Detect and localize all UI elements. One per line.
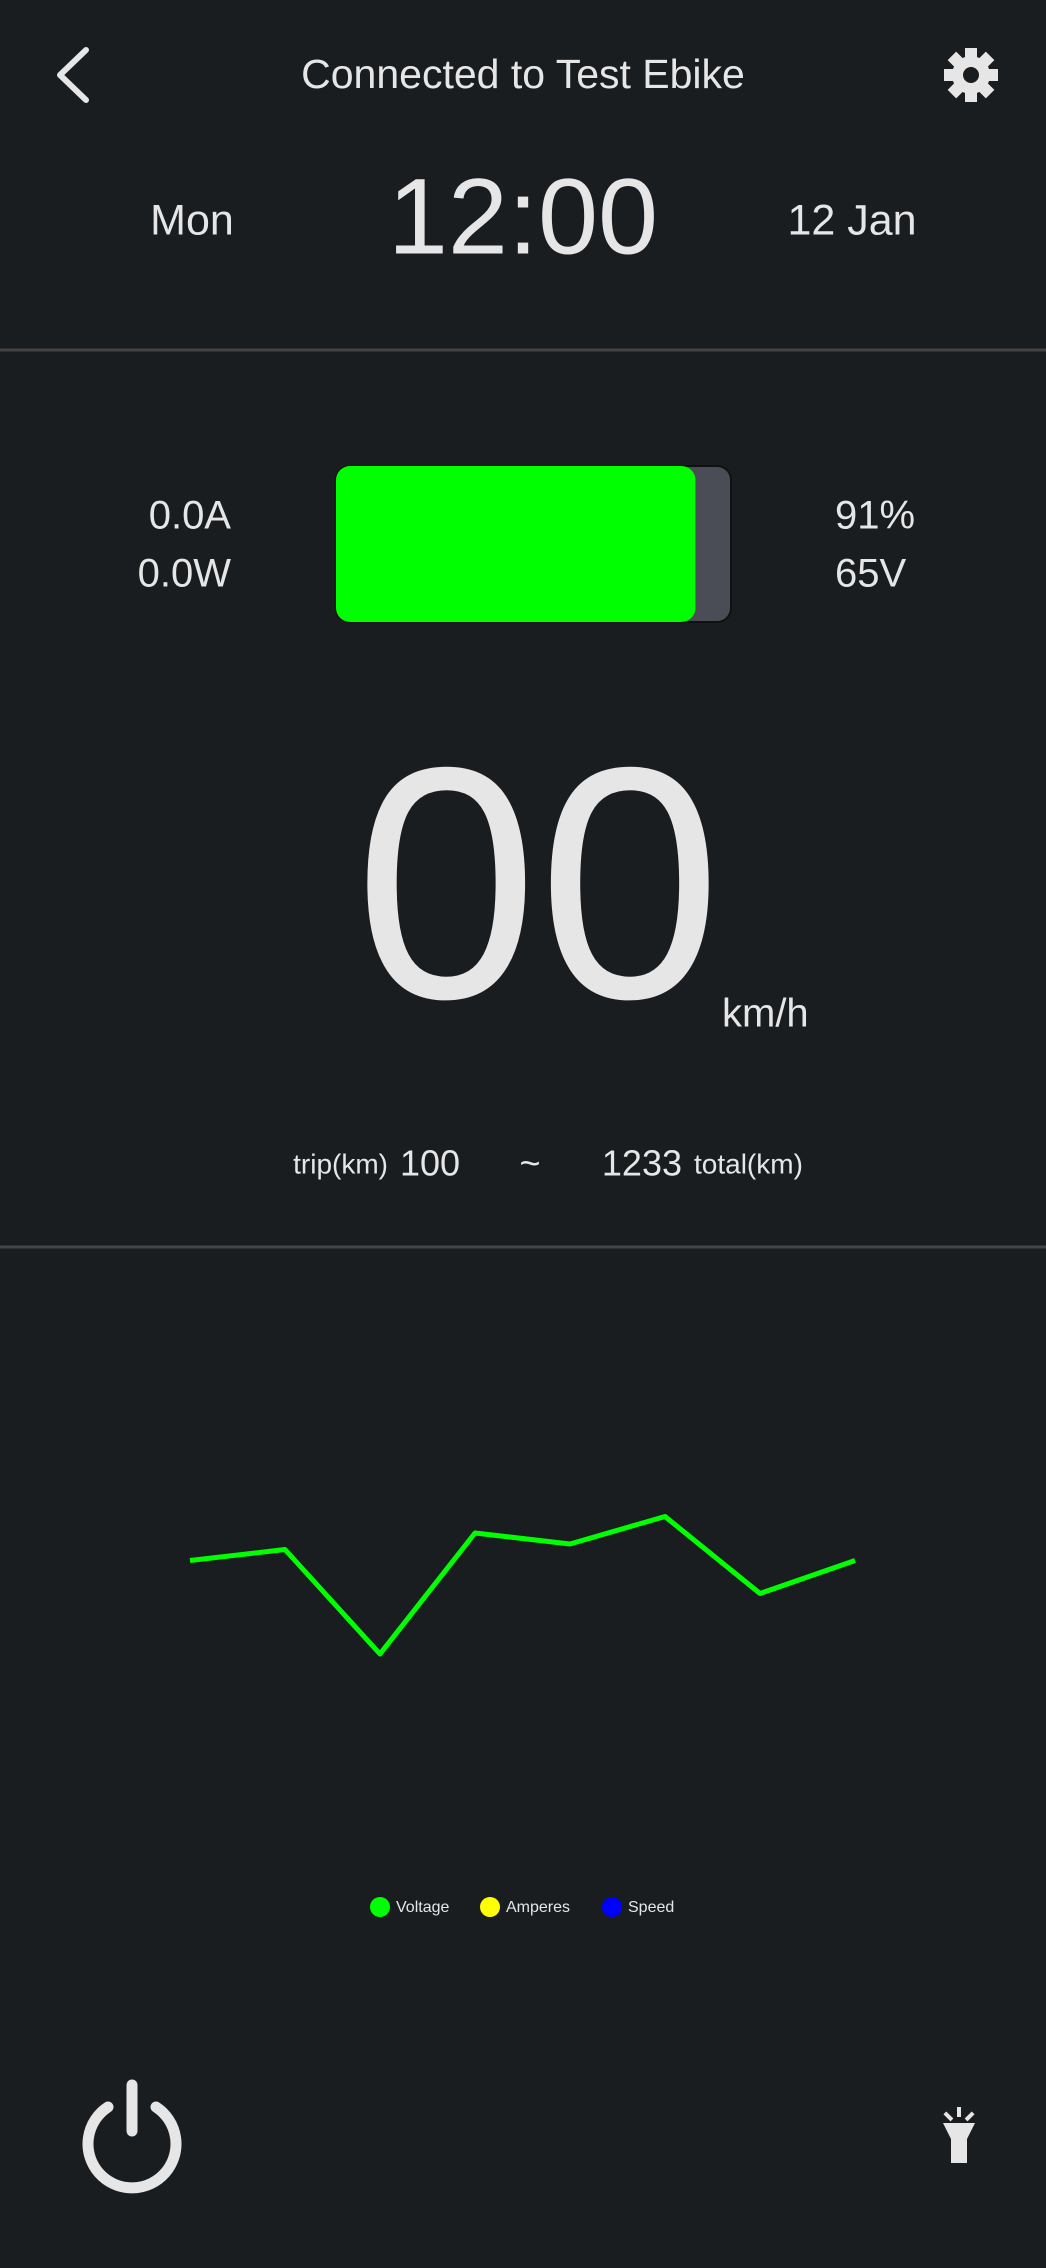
total-label: total(km): [694, 1148, 803, 1179]
title: Connected to Test Ebike: [301, 51, 745, 97]
legend-marker: [480, 1897, 500, 1917]
day: Mon: [150, 196, 234, 244]
current: 0.0A: [149, 494, 232, 538]
battery-percent: 91%: [835, 494, 915, 538]
date: 12 Jan: [787, 196, 916, 244]
settings-button[interactable]: [944, 48, 998, 102]
trip-value: 100: [400, 1143, 460, 1184]
battery-fill: [336, 466, 696, 622]
chart: Voltage Amperes Speed: [189, 1514, 856, 1917]
legend-label: Voltage: [396, 1899, 449, 1916]
legend-marker: [370, 1897, 390, 1917]
speed-unit: km/h: [722, 992, 809, 1036]
line: [189, 1514, 856, 1657]
back-button[interactable]: [57, 47, 89, 103]
voltage: 65V: [835, 552, 906, 596]
separator: ~: [519, 1143, 540, 1184]
legend-label: Amperes: [506, 1899, 570, 1916]
power-button[interactable]: [82, 2079, 182, 2194]
total-value: 1233: [602, 1143, 682, 1184]
trip-label: trip(km): [293, 1148, 388, 1179]
power: 0.0W: [138, 552, 232, 596]
legend-marker: [602, 1897, 622, 1917]
time: 12:00: [388, 156, 658, 277]
speed: 00: [354, 698, 721, 1067]
flashlight-button[interactable]: [943, 2107, 975, 2163]
legend-label: Speed: [628, 1899, 674, 1916]
